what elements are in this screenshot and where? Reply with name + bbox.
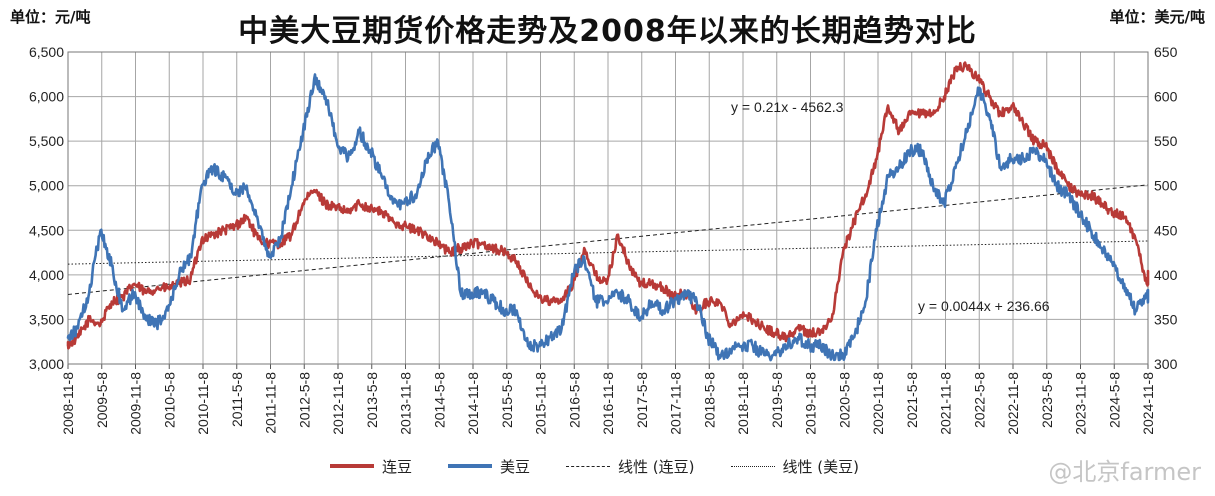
x-tick-label: 2018-5-8 (701, 372, 717, 428)
y-right-tick-label: 500 (1154, 178, 1178, 194)
x-tick-label: 2016-11-8 (600, 372, 616, 435)
legend-swatch-trend-us (730, 465, 775, 467)
x-tick-label: 2021-5-8 (904, 372, 920, 428)
x-tick-label: 2011-11-8 (263, 372, 279, 434)
x-tick-label: 2017-11-8 (668, 372, 684, 435)
legend-item-trend-us: 线性 (美豆) (730, 456, 859, 477)
x-tick-label: 2018-11-8 (735, 372, 751, 435)
x-tick-label: 2023-5-8 (1039, 372, 1055, 428)
x-tick-label: 2016-5-8 (566, 372, 582, 428)
plot-area-border (67, 51, 1149, 365)
x-tick-label: 2010-11-8 (195, 372, 211, 435)
watermark: @北京farmer (1048, 458, 1201, 486)
x-tick-label: 2021-11-8 (938, 372, 954, 435)
legend-item-trend-dalian: 线性 (连豆) (566, 456, 695, 477)
x-tick-label: 2017-5-8 (634, 372, 650, 428)
trendline-us (67, 240, 1149, 265)
y-left-tick-label: 3,500 (29, 311, 64, 327)
y-right-tick-label: 350 (1154, 311, 1178, 327)
legend-swatch-us (448, 464, 493, 468)
x-tick-label: 2015-11-8 (533, 372, 549, 435)
legend-label-trend-dalian: 线性 (连豆) (618, 457, 695, 476)
y-right-tick-label: 450 (1154, 222, 1178, 238)
x-tick-label: 2019-11-8 (803, 372, 819, 435)
left-axis-unit: 单位：元/吨 (10, 8, 91, 26)
x-tick-label: 2020-11-8 (870, 372, 886, 435)
x-tick-label: 2022-5-8 (971, 372, 987, 428)
y-right-tick-label: 400 (1154, 267, 1178, 283)
legend-swatch-dalian (330, 464, 374, 468)
y-right-tick-label: 550 (1154, 133, 1178, 149)
series-line-us (66, 73, 1150, 362)
x-tick-label: 2024-5-8 (1106, 372, 1122, 428)
y-left-tick-label: 4,000 (29, 267, 64, 283)
x-tick-label: 2009-5-8 (94, 372, 110, 428)
chart-legend: 连豆 美豆 线性 (连豆) 线性 (美豆) (330, 456, 895, 476)
y-left-tick-label: 5,500 (29, 133, 64, 149)
legend-label-dalian: 连豆 (382, 457, 413, 476)
x-tick-label: 2014-11-8 (465, 372, 481, 435)
y-right-tick-label: 650 (1154, 44, 1178, 60)
x-tick-label: 2013-5-8 (364, 372, 380, 428)
x-tick-label: 2024-11-8 (1140, 372, 1156, 435)
legend-swatch-trend-dalian (566, 465, 611, 467)
chart-title: 中美大豆期货价格走势及2008年以来的长期趋势对比 (238, 14, 977, 49)
x-tick-label: 2019-5-8 (769, 372, 785, 428)
x-tick-label: 2022-11-8 (1005, 372, 1021, 435)
x-tick-label: 2010-5-8 (161, 372, 177, 428)
x-tick-label: 2012-5-8 (296, 372, 312, 428)
y-left-tick-label: 6,500 (29, 44, 64, 60)
x-tick-label: 2015-5-8 (499, 372, 515, 428)
right-axis-unit: 单位：美元/吨 (1109, 8, 1205, 26)
x-tick-label: 2023-11-8 (1073, 372, 1089, 435)
x-tick-label: 2013-11-8 (398, 372, 414, 435)
legend-item-us: 美豆 (448, 456, 530, 477)
series-line-dalian (66, 61, 1150, 350)
trendline-dalian (67, 184, 1149, 295)
x-tick-label: 2011-5-8 (229, 372, 245, 427)
y-right-tick-label: 300 (1154, 356, 1178, 372)
y-left-tick-label: 3,000 (29, 356, 64, 372)
legend-label-us: 美豆 (500, 457, 531, 476)
y-right-tick-label: 600 (1154, 89, 1178, 105)
x-tick-label: 2009-11-8 (128, 372, 144, 435)
y-left-tick-label: 5,000 (29, 178, 64, 194)
y-left-tick-label: 4,500 (29, 222, 64, 238)
trend-equation-dalian: y = 0.21x - 4562.3 (731, 99, 844, 115)
y-left-tick-label: 6,000 (29, 89, 64, 105)
legend-label-trend-us: 线性 (美豆) (782, 457, 859, 476)
x-tick-label: 2020-5-8 (836, 372, 852, 428)
trend-equation-us: y = 0.0044x + 236.66 (918, 298, 1050, 314)
legend-item-dalian: 连豆 (330, 456, 412, 477)
x-tick-label: 2014-5-8 (431, 372, 447, 428)
x-tick-label: 2012-11-8 (330, 372, 346, 435)
x-tick-label: 2008-11-8 (60, 372, 76, 435)
